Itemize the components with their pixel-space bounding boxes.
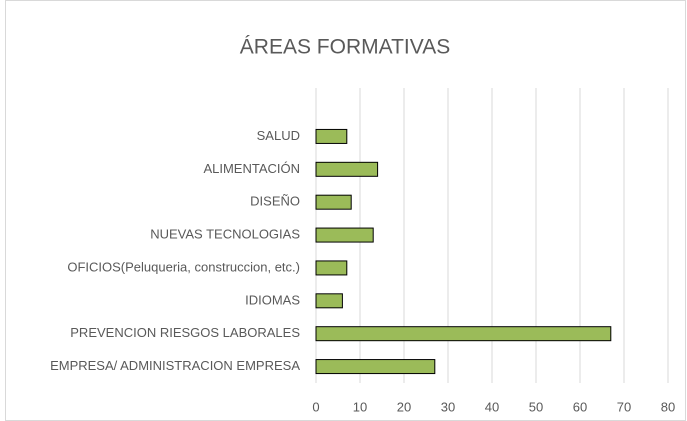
x-tick-label: 50 bbox=[529, 399, 543, 414]
bar bbox=[315, 194, 352, 210]
bar bbox=[315, 161, 379, 177]
y-tick-label: NUEVAS TECNOLOGIAS bbox=[150, 227, 300, 242]
y-tick-label: DISEÑO bbox=[250, 194, 300, 209]
x-tick-label: 20 bbox=[397, 399, 411, 414]
y-tick-label: IDIOMAS bbox=[245, 292, 300, 307]
y-tick-label: SALUD bbox=[257, 128, 300, 143]
y-tick-label: EMPRESA/ ADMINISTRACION EMPRESA bbox=[50, 358, 300, 373]
x-tick-label: 40 bbox=[485, 399, 499, 414]
x-tick-label: 70 bbox=[617, 399, 631, 414]
x-tick-label: 80 bbox=[661, 399, 675, 414]
bar bbox=[315, 128, 348, 144]
x-tick-label: 0 bbox=[312, 399, 319, 414]
bar bbox=[315, 326, 612, 342]
chart-border bbox=[5, 0, 686, 421]
chart-title: ÁREAS FORMATIVAS bbox=[240, 36, 450, 59]
y-tick-label: PREVENCION RIESGOS LABORALES bbox=[70, 325, 300, 340]
x-tick-label: 60 bbox=[573, 399, 587, 414]
x-tick-label: 10 bbox=[353, 399, 367, 414]
y-tick-label: ALIMENTACIÓN bbox=[203, 161, 300, 176]
bar bbox=[315, 227, 374, 243]
bar bbox=[315, 293, 343, 309]
bar bbox=[315, 260, 348, 276]
x-tick-label: 30 bbox=[441, 399, 455, 414]
y-tick-label: OFICIOS(Peluqueria, construccion, etc.) bbox=[67, 259, 300, 274]
bar bbox=[315, 359, 436, 375]
